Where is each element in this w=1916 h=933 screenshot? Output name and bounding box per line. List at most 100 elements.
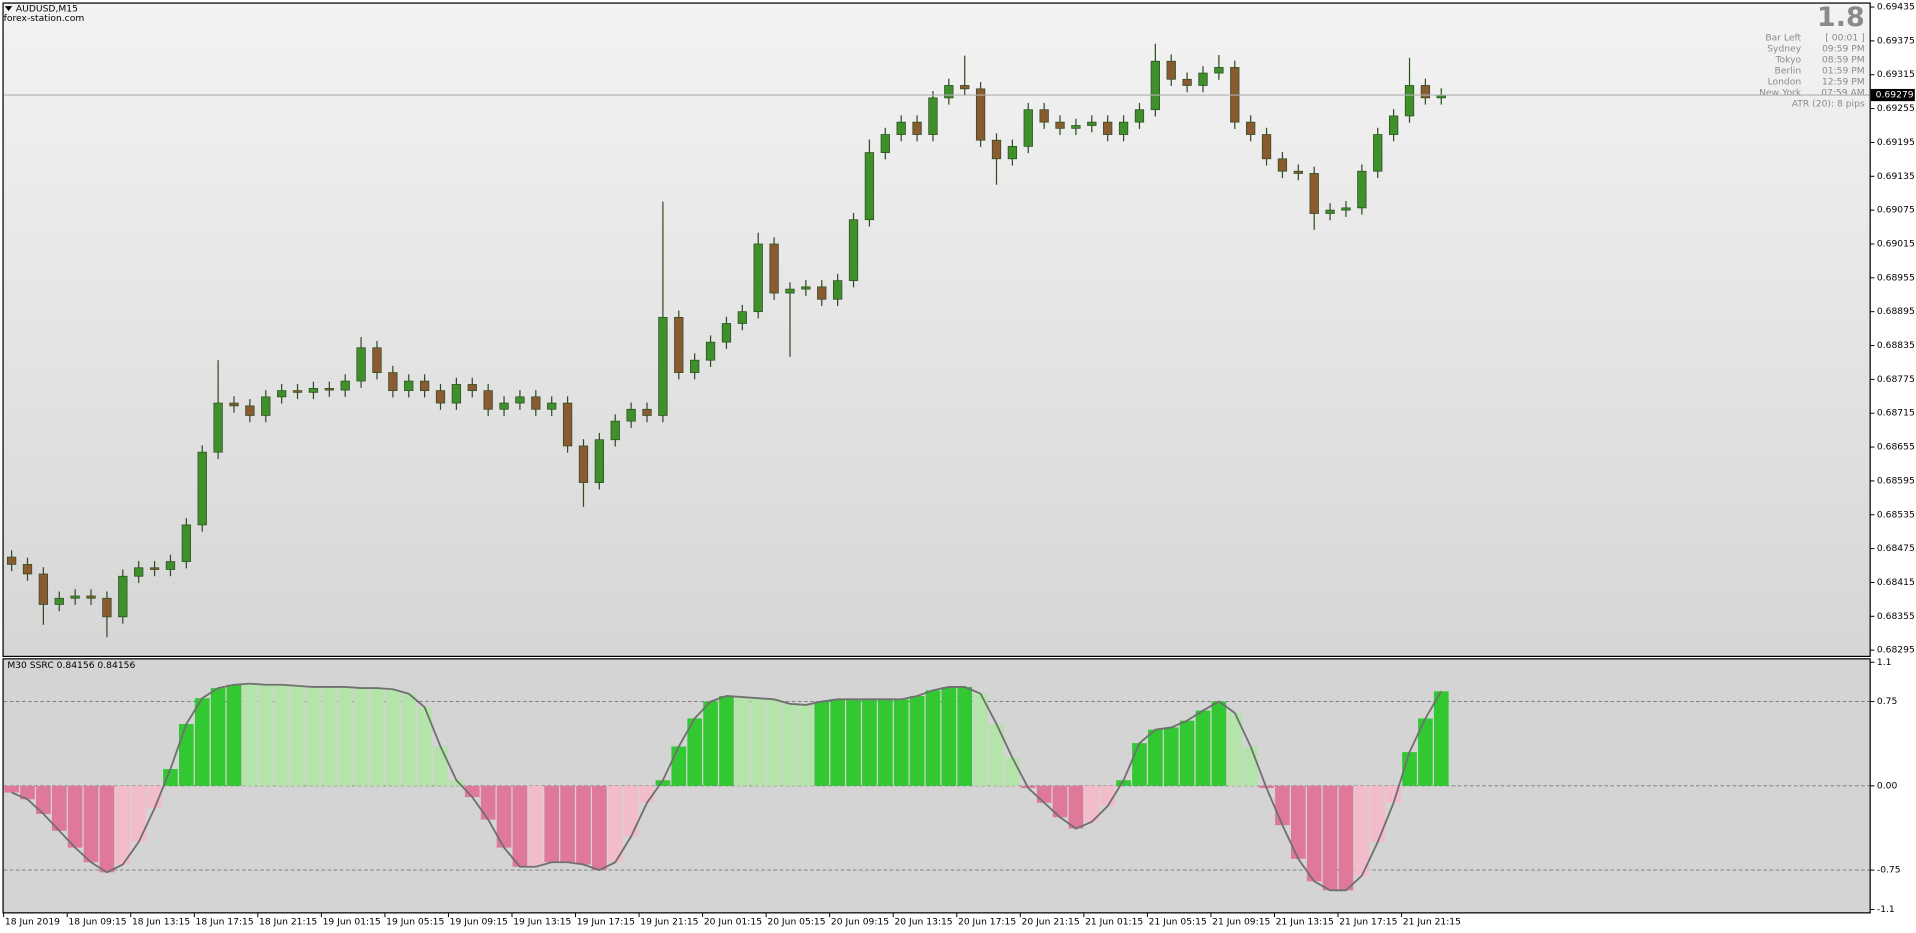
candle-body [22, 564, 33, 575]
y-tick-label: 0.68895 [1877, 306, 1915, 317]
candle-body [578, 445, 589, 483]
candle-body [1388, 115, 1399, 135]
histogram-bar [274, 684, 289, 786]
histogram-bar [1132, 743, 1147, 786]
x-tick-label: 21 Jun 13:15 [1276, 917, 1334, 928]
histogram-bar [560, 785, 575, 863]
x-tick-label: 20 Jun 01:15 [704, 917, 762, 928]
histogram-bar [433, 746, 448, 786]
menu-triangle[interactable] [4, 6, 13, 11]
histogram-bar [1068, 785, 1084, 829]
y-tick-label: -1.1 [1877, 904, 1895, 915]
histogram-bar [1370, 785, 1386, 843]
y-tick-label: 0.68835 [1877, 340, 1915, 351]
histogram-bar [734, 697, 750, 786]
histogram-bar [1290, 785, 1306, 859]
candle-body [848, 219, 859, 282]
x-tick-label: 18 Jun 17:15 [196, 917, 254, 928]
candle-body [1166, 60, 1176, 80]
symbol-label: AUDUSD,M15 [16, 4, 78, 15]
histogram-bar [306, 686, 321, 786]
histogram-bar [846, 699, 861, 786]
histogram-bar [957, 686, 973, 786]
histogram-bar [163, 768, 178, 786]
candle-body [213, 402, 223, 453]
candle-body [626, 408, 636, 422]
candle-body [38, 573, 49, 605]
candle-body [134, 567, 144, 577]
candle-body [1277, 158, 1288, 172]
histogram-bar [385, 689, 401, 786]
histogram-bar [528, 785, 544, 867]
candle-body [721, 323, 732, 343]
candle-body [1071, 125, 1081, 129]
histogram-bar [1402, 752, 1417, 786]
x-tick-label: 21 Jun 09:15 [1212, 917, 1270, 928]
candle-body [690, 359, 700, 373]
candle-body [1246, 121, 1256, 135]
histogram-bar [401, 693, 417, 786]
spread-value: 1.8 [1817, 2, 1865, 33]
histogram-bar [862, 699, 877, 786]
histogram-bar [544, 785, 560, 863]
histogram-bar [687, 718, 703, 786]
session-time: 12:59 PM [1822, 76, 1865, 87]
histogram-bar [20, 785, 35, 800]
candle-body [1134, 109, 1145, 123]
candle-body [324, 388, 334, 391]
candle-body [1023, 109, 1033, 147]
candle-body [642, 408, 652, 416]
x-tick-label: 18 Jun 09:15 [68, 917, 126, 928]
y-tick-label: 0.68535 [1877, 509, 1915, 520]
y-tick-label: 0.68955 [1877, 272, 1915, 283]
x-tick-label: 19 Jun 13:15 [513, 917, 571, 928]
x-tick-label: 19 Jun 05:15 [386, 917, 444, 928]
histogram-bar [353, 688, 369, 786]
session-name: Bar Left [1765, 32, 1801, 43]
candle-body [832, 280, 843, 300]
candle-body [658, 316, 668, 416]
candle-body [1150, 60, 1160, 111]
candle-body [531, 396, 541, 410]
histogram-bar [1418, 718, 1433, 786]
histogram-bar [750, 698, 766, 786]
histogram-bar [1084, 785, 1100, 822]
histogram-bar [925, 690, 941, 786]
candle-body [912, 121, 922, 135]
histogram-bar [464, 785, 480, 798]
histogram-bar [1116, 780, 1131, 786]
candle-body [102, 597, 112, 618]
x-tick-label: 20 Jun 21:15 [1022, 917, 1080, 928]
x-tick-label: 20 Jun 17:15 [958, 917, 1016, 928]
candle-body [70, 595, 80, 599]
candle-body [737, 311, 747, 324]
candle-body [1103, 121, 1113, 135]
histogram-bar [1306, 785, 1322, 882]
candle-body [928, 97, 938, 135]
x-tick-label: 19 Jun 01:15 [323, 917, 381, 928]
histogram-bar [115, 785, 131, 865]
candle-body [1118, 121, 1129, 135]
histogram-bar [1243, 746, 1258, 786]
histogram-bar [417, 707, 432, 786]
candle-body [1007, 146, 1018, 160]
histogram-bar [99, 785, 115, 873]
histogram-bar [592, 785, 607, 871]
histogram-bar [655, 780, 671, 786]
y-tick-label: 0.68715 [1877, 408, 1915, 419]
histogram-bar [4, 785, 19, 793]
histogram-bar [671, 746, 687, 786]
y-tick-label: 0.68595 [1877, 475, 1915, 486]
histogram-bar [210, 688, 226, 786]
candle-body [1087, 121, 1097, 126]
candle-body [1198, 72, 1208, 86]
session-name: Berlin [1775, 65, 1802, 76]
histogram-bar [623, 785, 639, 837]
candle-body [6, 556, 17, 565]
candle-body [229, 402, 239, 407]
histogram-bar [1148, 729, 1163, 786]
histogram-bar [973, 693, 988, 786]
y-tick-label: 0.00 [1877, 780, 1898, 791]
histogram-bar [1275, 785, 1290, 826]
session-time: 07:59 AM [1821, 87, 1864, 98]
